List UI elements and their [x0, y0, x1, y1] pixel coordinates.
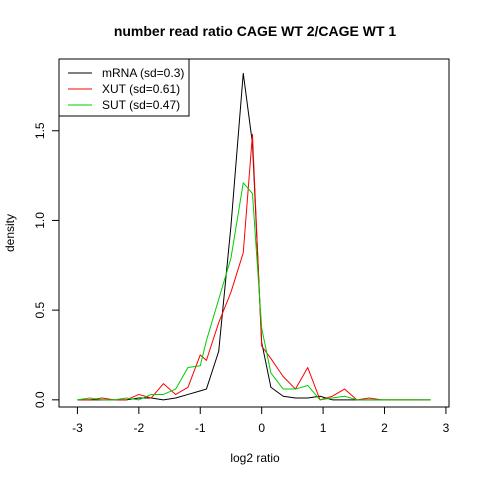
series-layer [77, 72, 431, 401]
y-axis-label: density [3, 214, 17, 252]
x-tick-label: 3 [443, 421, 450, 435]
y-tick-label: 1.0 [33, 212, 47, 229]
legend-box [58, 58, 190, 117]
x-tick-label: 1 [320, 421, 327, 435]
series-line-2 [77, 133, 431, 401]
x-tick-label: 2 [381, 421, 388, 435]
series-line-3 [77, 182, 431, 401]
series-line-1 [77, 72, 431, 401]
legend-label: XUT (sd=0.61) [102, 82, 180, 96]
y-tick-label: 1.5 [33, 122, 47, 139]
legend-label: SUT (sd=0.47) [102, 98, 180, 112]
chart-title: number read ratio CAGE WT 2/CAGE WT 1 [114, 23, 397, 39]
legend-label: mRNA (sd=0.3) [102, 66, 184, 80]
x-tick-label: 0 [258, 421, 265, 435]
x-axis-label: log2 ratio [230, 451, 280, 465]
y-tick-label: 0.5 [33, 301, 47, 318]
x-tick-label: -2 [134, 421, 145, 435]
x-axis: -3 -2 -1 0 1 2 3 [72, 406, 450, 435]
y-tick-label: 0.0 [33, 391, 47, 408]
x-tick-label: -1 [195, 421, 206, 435]
legend: mRNA (sd=0.3) XUT (sd=0.61) SUT (sd=0.47) [58, 58, 190, 117]
x-tick-label: -3 [72, 421, 83, 435]
y-axis: 0.0 0.5 1.0 1.5 [33, 122, 60, 408]
